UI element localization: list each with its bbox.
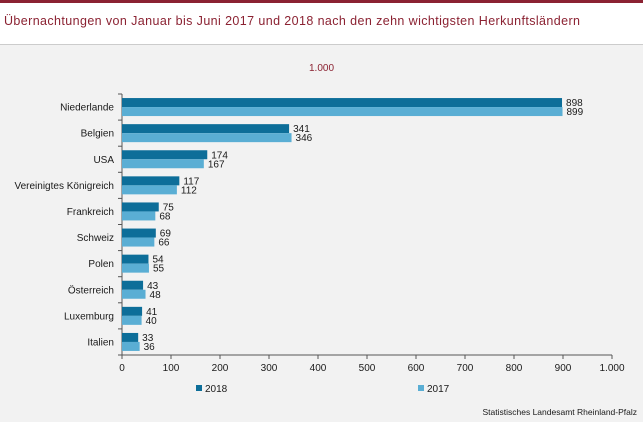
value-label-2018: 54 — [152, 255, 164, 266]
bar-2017 — [122, 289, 146, 299]
x-tick-label: 1.000 — [599, 363, 624, 374]
bar-2017 — [122, 159, 204, 169]
bar-2018 — [122, 280, 144, 290]
category-label: Österreich — [68, 284, 114, 296]
category-label: Belgien — [81, 129, 114, 140]
chart-title: Übernachtungen von Januar bis Juni 2017 … — [4, 14, 581, 28]
value-label-2017: 346 — [296, 133, 313, 144]
value-label-2017: 55 — [153, 264, 165, 275]
value-label-2017: 899 — [567, 107, 584, 118]
bar-2017 — [122, 133, 292, 143]
x-tick-label: 600 — [408, 363, 425, 374]
legend-label-2018: 2018 — [205, 384, 228, 395]
bar-2018 — [122, 176, 180, 186]
bar-2018 — [122, 306, 143, 316]
value-label-2017: 68 — [159, 211, 171, 222]
legend-swatch-2017 — [418, 385, 424, 391]
bar-2018 — [122, 150, 208, 160]
bar-2018 — [122, 254, 149, 264]
bar-2018 — [122, 228, 156, 238]
bar-2017 — [122, 211, 156, 221]
top-accent-rule — [0, 0, 643, 3]
unit-note: 1.000 — [308, 63, 335, 74]
x-tick-label: 800 — [506, 363, 523, 374]
x-tick-label: 0 — [119, 363, 125, 374]
x-tick-label: 500 — [359, 363, 376, 374]
x-tick-label: 100 — [163, 363, 180, 374]
category-label: Luxemburg — [64, 311, 114, 322]
value-label-2017: 48 — [150, 290, 162, 301]
bar-2017 — [122, 341, 140, 351]
bar-2017 — [122, 185, 177, 195]
legend-label-2017: 2017 — [427, 384, 450, 395]
value-label-2017: 112 — [181, 185, 197, 196]
x-tick-label: 700 — [457, 363, 474, 374]
value-label-2018: 69 — [160, 229, 172, 240]
value-label-2018: 341 — [293, 124, 310, 135]
x-tick-label: 300 — [261, 363, 278, 374]
value-label-2018: 174 — [211, 150, 228, 161]
bar-2018 — [122, 332, 139, 342]
x-tick-label: 400 — [310, 363, 327, 374]
x-tick-label: 200 — [212, 363, 229, 374]
value-label-2018: 898 — [566, 98, 583, 109]
title-divider — [0, 44, 643, 45]
value-label-2018: 33 — [142, 333, 154, 344]
category-label: Schweiz — [77, 233, 114, 244]
value-label-2018: 75 — [163, 202, 175, 213]
value-label-2017: 66 — [158, 238, 170, 249]
category-label: USA — [93, 155, 114, 166]
bar-2018 — [122, 202, 159, 212]
category-label: Frankreich — [67, 207, 114, 218]
value-label-2017: 40 — [146, 316, 158, 327]
category-label: Vereinigtes Königreich — [14, 181, 114, 192]
value-label-2018: 43 — [147, 281, 159, 292]
category-label: Niederlande — [60, 103, 114, 114]
value-label-2017: 167 — [208, 159, 225, 170]
legend-swatch-2018 — [196, 385, 202, 391]
x-tick-label: 900 — [555, 363, 572, 374]
source-note: Statistisches Landesamt Rheinland-Pfalz — [482, 407, 638, 417]
value-label-2018: 117 — [183, 176, 199, 187]
category-label: Italien — [87, 337, 114, 348]
bar-2017 — [122, 315, 142, 325]
bar-2018 — [122, 124, 290, 134]
bar-2018 — [122, 98, 563, 108]
bar-2017 — [122, 263, 149, 273]
value-label-2018: 41 — [146, 307, 158, 318]
bar-2017 — [122, 107, 563, 117]
category-label: Polen — [88, 259, 114, 270]
bar-2017 — [122, 237, 155, 247]
value-label-2017: 36 — [144, 342, 156, 353]
